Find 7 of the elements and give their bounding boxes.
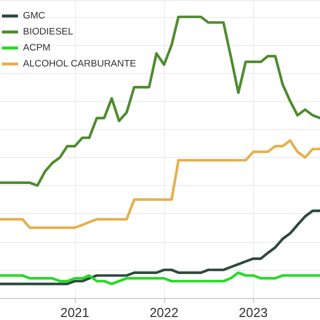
legend-label: ACPM	[23, 42, 51, 54]
legend-label: GMC	[23, 10, 46, 22]
x-tick-label: 2021	[60, 305, 90, 320]
legend-label: ALCOHOL CARBURANTE	[23, 58, 136, 70]
legend-label: BIODIESEL	[23, 26, 74, 38]
x-tick-label: 2023	[238, 305, 268, 320]
x-tick-label: 2022	[150, 305, 178, 320]
